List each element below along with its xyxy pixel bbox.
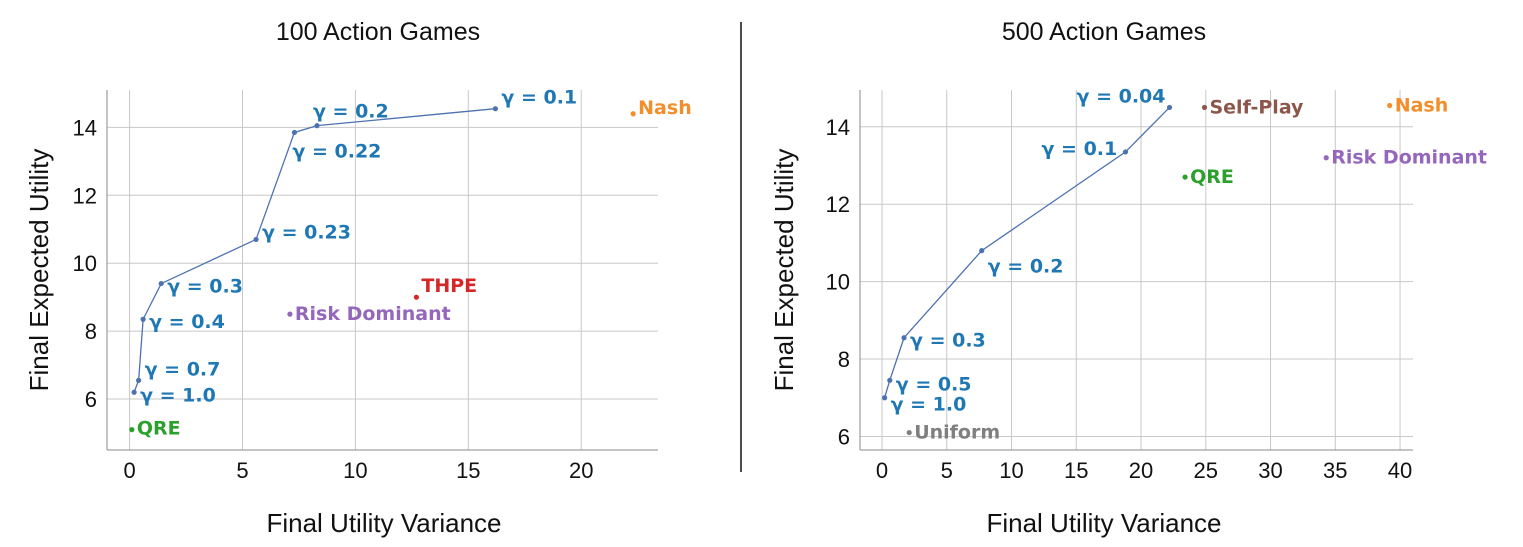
x-tick-label: 20	[569, 458, 593, 483]
x-tick-label: 30	[1258, 458, 1282, 483]
y-tick-label: 8	[838, 347, 850, 372]
baseline-point-label: Nash	[638, 97, 692, 119]
x-tick-label: 5	[236, 458, 248, 483]
frontier-point-label: γ = 0.2	[313, 101, 389, 123]
frontier-point-label: γ = 0.5	[896, 373, 972, 395]
chart-panel-100-actions: 0 5 10 15 20 6 8 10 12 14 100 Action Games Final Ut…	[24, 18, 692, 538]
baseline-point-label: Nash	[1395, 94, 1449, 116]
frontier-point-label: γ = 0.1	[501, 87, 577, 109]
y-tick-label: 12	[73, 183, 97, 208]
frontier-point-label: γ = 0.1	[1041, 138, 1117, 160]
y-tick-label: 14	[826, 115, 850, 140]
y-tick-label: 6	[85, 387, 97, 412]
baseline-point-label: Self-Play	[1209, 96, 1304, 118]
x-tick-label: 15	[456, 458, 480, 483]
frontier-point	[140, 316, 146, 322]
frontier-point	[314, 123, 320, 129]
x-tick-label: 10	[343, 458, 367, 483]
frontier-point	[979, 248, 985, 254]
baseline-point	[1387, 102, 1393, 109]
frontier-point	[492, 106, 499, 112]
baseline-point-label: QRE	[137, 418, 181, 440]
baseline-point-label: THPE	[421, 275, 477, 297]
frontier-point	[131, 389, 137, 395]
chart-title: 500 Action Games	[1002, 18, 1206, 46]
frontier-point-label: γ = 0.04	[1077, 85, 1166, 107]
y-tick-label: 6	[838, 424, 850, 449]
frontier-point-label: γ = 0.3	[910, 330, 986, 352]
x-axis-label: Final Utility Variance	[986, 508, 1221, 538]
baseline-point	[1201, 104, 1208, 111]
x-tick-label: 0	[876, 458, 888, 483]
x-tick-label: 20	[1129, 458, 1153, 483]
y-tick-label: 12	[826, 192, 850, 217]
frontier-point	[1166, 104, 1173, 111]
x-tick-label: 35	[1323, 458, 1347, 483]
y-axis-label: Final Expected Utility	[24, 149, 54, 392]
frontier-point	[136, 377, 142, 383]
baseline-point	[287, 311, 293, 317]
x-tick-label: 40	[1388, 458, 1412, 483]
frontier-point	[253, 236, 259, 243]
frontier-point	[887, 377, 893, 383]
baseline-point-label: Risk Dominant	[1331, 147, 1487, 169]
frontier-point	[1122, 149, 1129, 155]
frontier-point	[291, 129, 298, 136]
y-tick-label: 8	[85, 319, 97, 344]
x-tick-label: 15	[1064, 458, 1088, 483]
x-axis-label: Final Utility Variance	[266, 508, 501, 538]
frontier-line	[883, 106, 1170, 398]
frontier-point-label: γ = 0.7	[145, 358, 221, 380]
baseline-point	[1182, 174, 1188, 180]
x-tick-label: 0	[123, 458, 135, 483]
frontier-point-label: γ = 0.22	[292, 140, 381, 162]
frontier-point	[882, 395, 888, 401]
frontier-point	[158, 280, 164, 287]
baseline-point	[906, 429, 912, 436]
y-axis-label: Final Expected Utility	[769, 149, 799, 392]
baseline-point-label: QRE	[1190, 166, 1234, 188]
baseline-point-label: Risk Dominant	[295, 303, 451, 325]
frontier-point	[901, 335, 907, 341]
x-tick-label: 5	[941, 458, 953, 483]
y-tick-label: 10	[73, 251, 97, 276]
y-tick-label: 10	[826, 270, 850, 295]
x-tick-label: 25	[1194, 458, 1218, 483]
baseline-point	[1323, 155, 1329, 161]
frontier-point-label: γ = 0.2	[988, 256, 1064, 278]
baseline-point-label: Uniform	[914, 422, 1000, 444]
baseline-point	[630, 111, 636, 117]
baseline-point	[129, 427, 135, 433]
baseline-point	[413, 294, 419, 300]
frontier-point-label: γ = 0.4	[149, 311, 225, 333]
frontier-point-label: γ = 0.23	[262, 221, 351, 243]
frontier-point-label: γ = 1.0	[140, 384, 216, 406]
frontier-point-label: γ = 1.0	[891, 394, 967, 416]
x-tick-label: 10	[999, 458, 1023, 483]
frontier-line	[133, 108, 496, 393]
y-tick-label: 14	[73, 115, 97, 140]
frontier-point-label: γ = 0.3	[167, 276, 243, 298]
chart-title: 100 Action Games	[276, 18, 480, 46]
chart-panel-500-actions: 0 5 10 15 20 25 30 35 40 6 8 10 12 14 500 Action Games…	[769, 18, 1487, 538]
